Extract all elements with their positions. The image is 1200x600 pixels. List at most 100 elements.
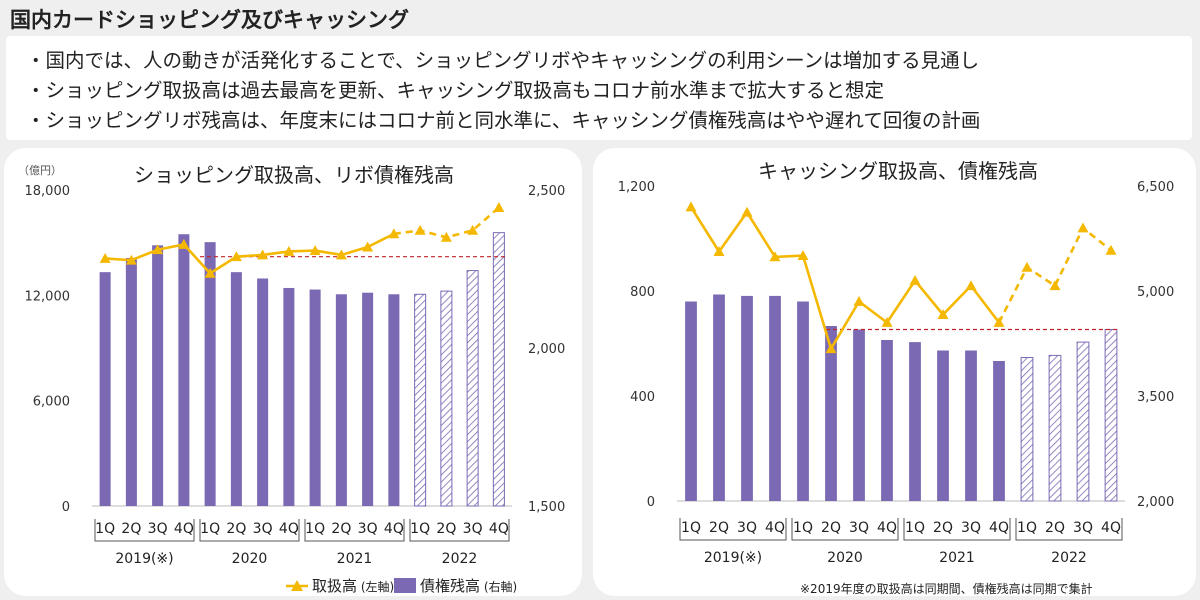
line-point [713, 246, 725, 257]
quarter-label: 1Q [905, 520, 925, 536]
line-point [414, 224, 426, 235]
bar [1048, 354, 1062, 502]
cashing-chart: キャッシング取扱高、債権残高 0 400 800 1,200 2,000 3,500 5,00… [618, 159, 1174, 566]
bar [1076, 341, 1090, 502]
year-bracket [903, 518, 1011, 541]
left-axis-tick: 0 [647, 495, 655, 510]
line-point [993, 317, 1005, 327]
line-point [257, 249, 269, 260]
bar [741, 295, 753, 501]
bar [466, 270, 479, 507]
line-point [685, 201, 697, 212]
bar [152, 245, 164, 507]
bar [388, 294, 400, 506]
cashing-chart-card: キャッシング取扱高、債権残高 0 400 800 1,200 2,000 3,500 5,00… [593, 148, 1196, 596]
page-title: 国内カードショッピング及びキャッシング [10, 8, 409, 32]
year-label: 2019(※) [704, 550, 762, 566]
bar [204, 242, 216, 506]
chart-title: キャッシング取扱高、債権残高 [758, 159, 1038, 183]
bar [769, 295, 781, 501]
bar [881, 340, 893, 501]
year-bracket [679, 518, 787, 541]
quarter-label: 1Q [793, 520, 813, 536]
line-point [99, 252, 111, 263]
line-point [881, 317, 893, 327]
quarter-label: 1Q [305, 521, 325, 537]
right-axis-tick: 1,500 [528, 500, 565, 515]
quarter-label: 4Q [174, 521, 194, 537]
line-point [853, 296, 865, 306]
line-point [741, 206, 753, 217]
line-point [825, 343, 837, 354]
right-axis-tick: 2,500 [528, 184, 565, 199]
right-axis-tick: 5,000 [1137, 285, 1174, 300]
bar [125, 257, 137, 506]
line-point [204, 267, 216, 278]
line-point [335, 249, 347, 260]
legend-line-label: 取扱高 (左軸) [312, 577, 394, 595]
quarter-label: 3Q [253, 521, 273, 537]
bar [99, 272, 111, 506]
bullet-2: ・ショッピング取扱高は過去最高を更新、キャッシング取扱高もコロナ前水準まで拡大す… [26, 79, 885, 102]
quarter-label: 4Q [1101, 520, 1121, 536]
bullet-1: ・国内では、人の動きが活発化することで、ショッピングリボやキャッシングの利用シー… [26, 49, 980, 72]
line-series-forecast [997, 225, 1112, 324]
left-axis-tick: 6,000 [33, 395, 70, 410]
quarter-label: 2Q [331, 521, 351, 537]
year-bracket [791, 518, 899, 541]
line-point [1105, 244, 1117, 255]
line-point [769, 251, 781, 262]
legend-bar-swatch [394, 578, 416, 593]
line-point [965, 280, 977, 291]
line-point [909, 275, 921, 285]
bar [713, 294, 725, 501]
bar [414, 293, 427, 507]
quarter-label: 4Q [765, 520, 785, 536]
line-point [440, 231, 452, 242]
left-axis-tick: 12,000 [25, 289, 71, 304]
year-bracket [199, 519, 300, 542]
bar [825, 326, 837, 501]
bar [993, 361, 1005, 501]
bar [1104, 329, 1118, 502]
quarter-label: 3Q [849, 520, 869, 536]
quarter-label: 3Q [358, 521, 378, 537]
quarter-label: 2Q [709, 520, 729, 536]
line-point [467, 224, 479, 235]
bar [230, 272, 242, 506]
bar [965, 350, 977, 501]
line-point [1021, 261, 1033, 272]
bar [283, 287, 295, 506]
right-axis-tick: 3,500 [1137, 390, 1174, 405]
quarter-label: 3Q [148, 521, 168, 537]
bar [362, 292, 374, 506]
year-label: 2022 [1051, 550, 1087, 566]
left-axis-tick: 1,200 [618, 180, 655, 195]
quarter-label: 3Q [1073, 520, 1093, 536]
line-point [388, 228, 400, 239]
quarter-label: 1Q [1017, 520, 1037, 536]
quarter-label: 1Q [410, 521, 430, 537]
quarter-label: 3Q [463, 521, 483, 537]
line-point [937, 309, 949, 320]
bar [1020, 357, 1034, 502]
chart-title: ショッピング取扱高、リボ債権残高 [134, 163, 454, 187]
summary-box: ・国内では、人の動きが活発化することで、ショッピングリボやキャッシングの利用シー… [6, 36, 1192, 140]
line-point [1049, 280, 1061, 291]
left-axis-tick: 800 [630, 285, 655, 300]
legend-line-marker [291, 580, 303, 591]
year-bracket [1015, 518, 1123, 541]
quarter-label: 1Q [681, 520, 701, 536]
quarter-label: 1Q [200, 521, 220, 537]
shopping-chart: ショッピング取扱高、リボ債権残高 （億円） 0 6,000 12,000 18,000 1,… [18, 163, 565, 595]
quarter-label: 3Q [737, 520, 757, 536]
bar [685, 301, 697, 501]
line-point [178, 238, 190, 249]
year-bracket [94, 519, 195, 542]
line-point [309, 245, 321, 255]
bar [335, 294, 347, 506]
right-axis-tick: 6,500 [1137, 180, 1174, 195]
quarter-label: 3Q [961, 520, 981, 536]
year-label: 2019(※) [115, 551, 173, 567]
line-point [230, 251, 242, 262]
